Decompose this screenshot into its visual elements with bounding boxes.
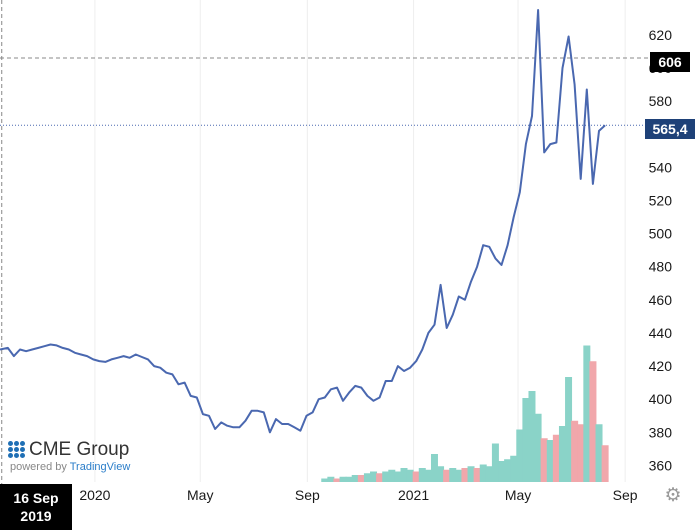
- volume-bar: [424, 469, 432, 482]
- x-axis: 2020 May Sep 2021 May Sep: [79, 487, 637, 503]
- y-tick-label: 580: [649, 93, 673, 109]
- y-tick-label: 420: [649, 358, 673, 374]
- volume-bar: [370, 471, 378, 482]
- cme-dots-icon: [8, 441, 25, 458]
- y-tick-label: 380: [649, 424, 673, 440]
- volume-bar: [412, 471, 420, 482]
- logo-powered-text: powered by: [10, 461, 67, 473]
- volume-bar: [528, 391, 536, 482]
- volume-bar: [485, 466, 493, 482]
- volume-bar: [491, 443, 499, 482]
- volume-bar: [473, 468, 481, 482]
- volume-bar: [406, 469, 414, 482]
- volume-bar: [540, 438, 548, 482]
- grid: [94, 0, 626, 482]
- volume-bars: [321, 345, 609, 482]
- volume-bar: [467, 466, 475, 482]
- volume-bar: [443, 469, 451, 482]
- y-tick-label: 440: [649, 325, 673, 341]
- x-tick-label: 2020: [79, 487, 110, 503]
- volume-bar: [571, 420, 579, 482]
- volume-bar: [418, 468, 426, 482]
- volume-bar: [327, 476, 335, 482]
- cme-group-logo: CME Group powered by TradingView: [8, 440, 130, 473]
- x-tick-label: May: [505, 487, 531, 503]
- last-price-badge: 565,4: [645, 119, 695, 139]
- y-axis: 3603804004204404604805005205405605806006…: [649, 27, 673, 474]
- volume-bar: [388, 469, 396, 482]
- crosshair-value-badge: 606: [650, 52, 690, 72]
- volume-bar: [498, 461, 506, 482]
- volume-bar: [546, 440, 554, 482]
- y-tick-label: 360: [649, 457, 673, 473]
- gear-icon[interactable]: ⚙: [664, 485, 682, 506]
- volume-bar: [601, 445, 609, 482]
- logo-tradingview-text: TradingView: [69, 461, 131, 473]
- volume-bar: [382, 471, 390, 482]
- y-tick-label: 460: [649, 292, 673, 308]
- volume-bar: [552, 434, 560, 482]
- volume-bar: [333, 478, 341, 482]
- volume-bar: [449, 468, 457, 482]
- volume-bar: [430, 454, 438, 482]
- volume-bar: [394, 471, 402, 482]
- volume-bar: [577, 424, 585, 482]
- x-tick-label: May: [187, 487, 213, 503]
- volume-bar: [589, 361, 597, 482]
- volume-bar: [455, 469, 463, 482]
- y-tick-label: 540: [649, 159, 673, 175]
- volume-bar: [558, 426, 566, 482]
- volume-bar: [522, 398, 530, 482]
- series-line: [0, 9, 606, 434]
- volume-bar: [461, 468, 469, 482]
- crosshair-date-year: 2019: [20, 508, 52, 524]
- volume-bar: [504, 459, 512, 482]
- volume-bar: [363, 473, 371, 482]
- volume-bar: [479, 464, 487, 482]
- crosshair-date-label: 16 Sep 2019: [0, 484, 72, 530]
- volume-bar: [595, 424, 603, 482]
- volume-bar: [351, 475, 359, 482]
- volume-bar: [376, 473, 384, 482]
- volume-bar: [321, 478, 329, 482]
- price-series: [0, 9, 645, 434]
- volume-bar: [565, 377, 573, 482]
- volume-bar: [510, 455, 518, 482]
- y-tick-label: 480: [649, 259, 673, 275]
- volume-bar: [400, 468, 408, 482]
- volume-bar: [345, 476, 353, 482]
- crosshair-date-day: 16 Sep: [13, 490, 59, 506]
- volume-bar: [516, 429, 524, 482]
- y-tick-label: 520: [649, 192, 673, 208]
- logo-brand-text: CME Group: [29, 439, 130, 460]
- volume-bar: [357, 475, 365, 482]
- x-tick-label: Sep: [295, 487, 320, 503]
- volume-bar: [534, 413, 542, 482]
- volume-bar: [437, 466, 445, 482]
- y-tick-label: 620: [649, 27, 673, 43]
- y-tick-label: 400: [649, 391, 673, 407]
- x-tick-label: 2021: [398, 487, 429, 503]
- x-tick-label: Sep: [613, 487, 638, 503]
- volume-bar: [339, 476, 347, 482]
- volume-bar: [583, 345, 591, 482]
- crosshair: [0, 0, 650, 484]
- y-tick-label: 500: [649, 226, 673, 242]
